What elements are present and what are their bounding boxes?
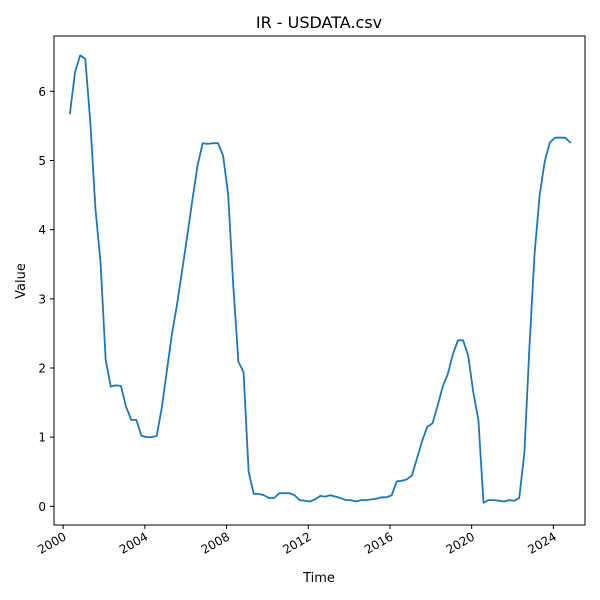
series-line <box>69 54 572 504</box>
y-axis-ticks: 0 1 2 3 4 5 6 <box>38 85 54 514</box>
y-axis-title: Value <box>14 263 29 299</box>
chart-title: IR - USDATA.csv <box>256 13 382 32</box>
y-tick-label: 3 <box>38 292 46 306</box>
y-tick-label: 5 <box>38 154 46 168</box>
y-tick-label: 6 <box>38 85 46 99</box>
y-tick-label: 1 <box>38 431 46 445</box>
y-tick-label: 4 <box>38 223 46 237</box>
y-tick-label: 2 <box>38 361 46 375</box>
plot-frame <box>53 35 586 526</box>
x-axis-title: Time <box>302 571 335 586</box>
y-tick-label: 0 <box>38 500 46 514</box>
